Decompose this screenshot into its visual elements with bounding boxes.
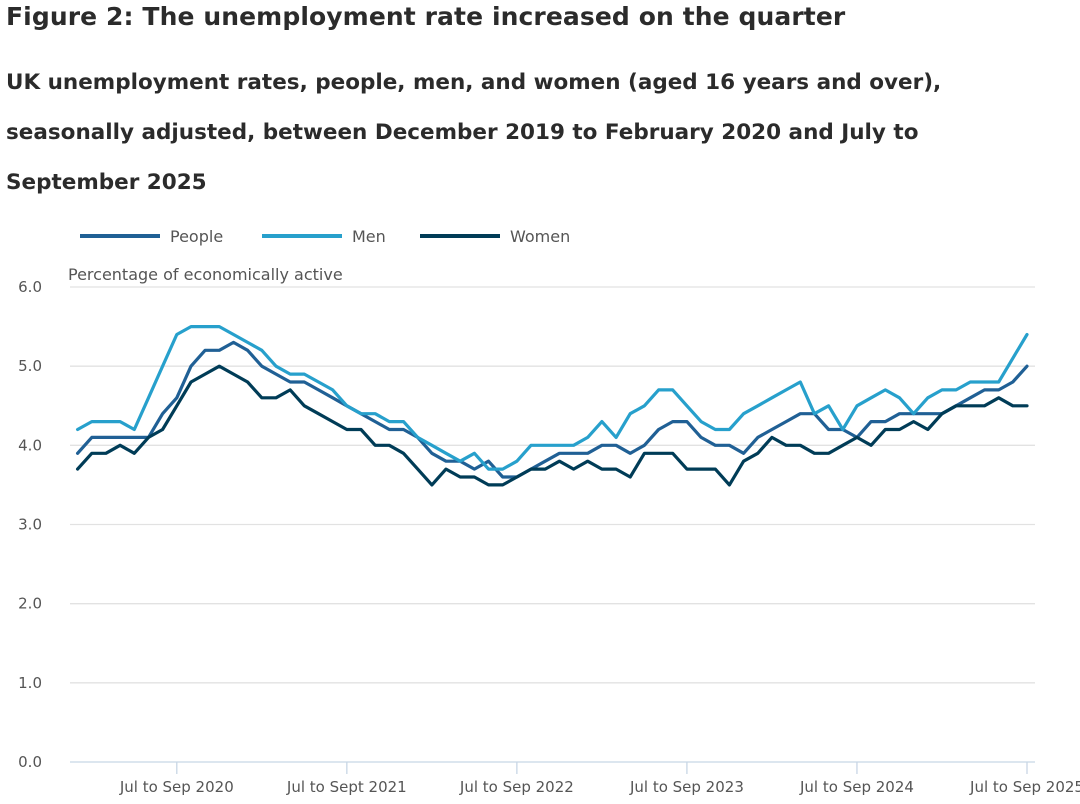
series-men [75,325,1029,471]
series-women [75,364,1029,487]
legend-label: Men [352,227,386,246]
legend-item-women: Women [420,227,570,246]
series-line-people [75,340,1029,479]
chart-subtitle: UK unemployment rates, people, men, and … [6,70,942,195]
legend-item-people: People [80,227,223,246]
series-people [75,340,1029,479]
x-tick-label: Jul to Sep 2023 [629,778,744,796]
y-tick-label: 5.0 [18,357,42,375]
legend-item-men: Men [262,227,386,246]
legend: People Men Women [80,227,570,246]
y-tick-label: 2.0 [18,595,42,613]
y-tick-label: 1.0 [18,674,42,692]
y-axis-label: Percentage of economically active [68,265,343,284]
series-line-women [75,364,1029,487]
x-axis: Jul to Sep 2020 Jul to Sept 2021 Jul to Se… [70,761,1080,796]
y-axis-ticks: 0.0 1.0 2.0 3.0 4.0 5.0 6.0 [18,278,42,771]
x-tick-label: Jul to Sep 2020 [119,778,234,796]
x-tick-label: Jul to Sept 2021 [286,778,407,796]
legend-label: Women [510,227,570,246]
x-tick-label: Jul to Sep 2025 [969,778,1080,796]
y-tick-label: 4.0 [18,436,42,454]
series-line-men [75,325,1029,471]
y-tick-label: 6.0 [18,278,42,296]
chart-title: Figure 2: The unemployment rate increase… [6,2,846,31]
legend-label: People [170,227,223,246]
y-tick-label: 3.0 [18,516,42,534]
y-tick-label: 0.0 [18,753,42,771]
series-lines [75,325,1029,487]
x-tick-label: Jul to Sep 2022 [459,778,574,796]
gridlines [70,286,1035,684]
x-tick-label: Jul to Sep 2024 [799,778,914,796]
